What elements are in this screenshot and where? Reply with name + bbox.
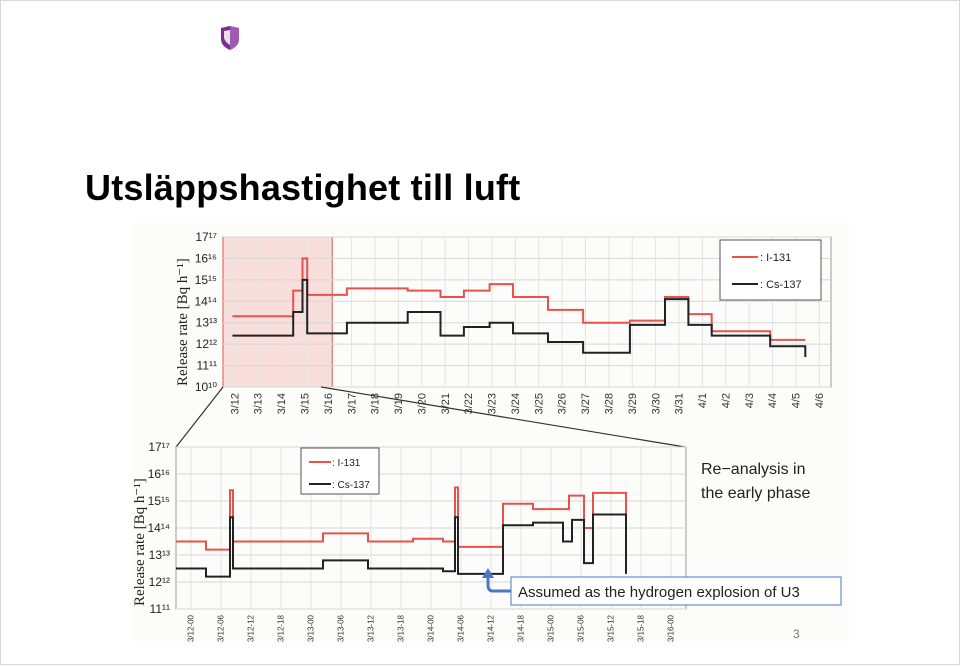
hydrogen-explosion-callout: Assumed as the hydrogen explosion of U3 <box>482 568 842 606</box>
x-tick-label: 3/14-18 <box>517 614 526 642</box>
overview-legend-cs137: : Cs-137 <box>760 279 802 291</box>
x-tick-label: 3/15 <box>300 393 312 414</box>
university-shield-logo <box>221 26 239 50</box>
x-tick-label: 3/30 <box>650 393 662 414</box>
x-tick-label: 3/16 <box>323 393 335 414</box>
page-number: 3 <box>793 627 800 641</box>
overview-legend-i131: : I-131 <box>760 252 791 264</box>
zoom-connector-left <box>175 386 224 448</box>
x-tick-label: 3/25 <box>533 393 545 414</box>
x-tick-label: 3/31 <box>674 393 686 414</box>
detail-y-axis-label: Release rate [Bq h⁻¹] <box>132 478 148 606</box>
x-tick-label: 3/16-00 <box>667 614 676 642</box>
x-tick-label: 3/26 <box>557 393 569 414</box>
y-tick-label: 16¹⁶ <box>148 467 170 481</box>
y-tick-label: 12¹² <box>149 575 170 589</box>
x-tick-label: 3/12-00 <box>187 614 196 642</box>
x-tick-label: 3/13-12 <box>367 614 376 642</box>
x-tick-label: 3/19 <box>393 393 405 414</box>
x-tick-label: 3/18 <box>370 393 382 414</box>
x-tick-label: 3/12 <box>229 393 241 414</box>
callout-text: Assumed as the hydrogen explosion of U3 <box>518 584 800 601</box>
x-tick-label: 3/14-12 <box>487 614 496 642</box>
x-tick-label: 3/23 <box>487 393 499 414</box>
y-tick-label: 13¹³ <box>149 548 170 562</box>
detail-legend-cs137: : Cs-137 <box>332 480 370 491</box>
x-tick-label: 3/14-00 <box>427 614 436 642</box>
series-line-cs137 <box>176 513 627 578</box>
y-tick-label: 14¹⁴ <box>195 294 218 308</box>
callout-arrow <box>486 576 511 593</box>
y-tick-label: 17¹⁷ <box>148 440 170 454</box>
y-tick-label: 15¹⁵ <box>148 494 170 508</box>
y-tick-label: 10¹⁰ <box>195 380 217 394</box>
overview-y-axis-label: Release rate [Bq h⁻¹] <box>175 258 191 386</box>
y-tick-label: 11¹¹ <box>197 359 217 373</box>
x-tick-label: 3/13-18 <box>397 614 406 642</box>
x-tick-label: 3/13 <box>253 393 265 414</box>
reanalysis-heading-line-2: the early phase <box>701 485 811 502</box>
series-line-cs137 <box>232 278 807 357</box>
x-tick-label: 3/15-12 <box>607 614 616 642</box>
x-tick-label: 4/1 <box>697 393 709 408</box>
detail-chart: 11¹¹ 12¹² 13¹³ 14¹⁴ 15¹⁵ 16¹⁶ 17¹⁷ 3/12-00 3/12… <box>132 440 842 642</box>
y-tick-label: 15¹⁵ <box>195 273 217 287</box>
slide-title: Utsläppshastighet till luft <box>85 167 521 208</box>
detail-legend-i131: : I-131 <box>332 458 361 469</box>
early-phase-highlight <box>222 236 333 388</box>
y-tick-label: 16¹⁶ <box>195 251 217 265</box>
y-tick-label: 12¹² <box>196 337 217 351</box>
x-tick-label: 4/3 <box>744 393 756 408</box>
x-tick-label: 3/15-06 <box>577 614 586 642</box>
x-tick-label: 4/5 <box>791 393 803 408</box>
overview-chart: 10¹⁰ 11¹¹ 12¹² 13¹³ 14¹⁴ 15¹⁵ 16¹⁶ 17¹⁷ 3/12 3/1… <box>175 230 832 414</box>
x-tick-label: 3/13-06 <box>337 614 346 642</box>
y-tick-label: 17¹⁷ <box>195 230 217 244</box>
x-tick-label: 3/12-06 <box>217 614 226 642</box>
x-tick-label: 3/17 <box>346 393 358 414</box>
x-tick-label: 3/14-06 <box>457 614 466 642</box>
x-tick-label: 4/6 <box>814 393 826 408</box>
x-tick-label: 3/14 <box>276 393 288 414</box>
x-tick-label: 3/12-12 <box>247 614 256 642</box>
x-tick-label: 3/24 <box>510 393 522 414</box>
x-tick-label: 3/28 <box>604 393 616 414</box>
x-tick-label: 3/15-00 <box>547 614 556 642</box>
x-tick-label: 3/21 <box>440 393 452 414</box>
x-tick-label: 3/15-18 <box>637 614 646 642</box>
x-tick-label: 3/13-00 <box>307 614 316 642</box>
y-tick-label: 11¹¹ <box>150 602 170 616</box>
x-tick-label: 3/29 <box>627 393 639 414</box>
reanalysis-heading-line-1: Re−analysis in <box>701 461 806 478</box>
x-tick-label: 3/22 <box>463 393 475 414</box>
detail-legend: : I-131 : Cs-137 <box>300 447 380 495</box>
x-tick-label: 4/2 <box>720 393 732 408</box>
x-tick-label: 3/27 <box>580 393 592 414</box>
overview-legend: : I-131 : Cs-137 <box>719 239 822 301</box>
zoom-connector-right <box>320 386 686 448</box>
y-tick-label: 13¹³ <box>196 316 217 330</box>
x-tick-label: 4/4 <box>767 393 779 408</box>
x-tick-label: 3/12-18 <box>277 614 286 642</box>
y-tick-label: 14¹⁴ <box>148 521 171 535</box>
